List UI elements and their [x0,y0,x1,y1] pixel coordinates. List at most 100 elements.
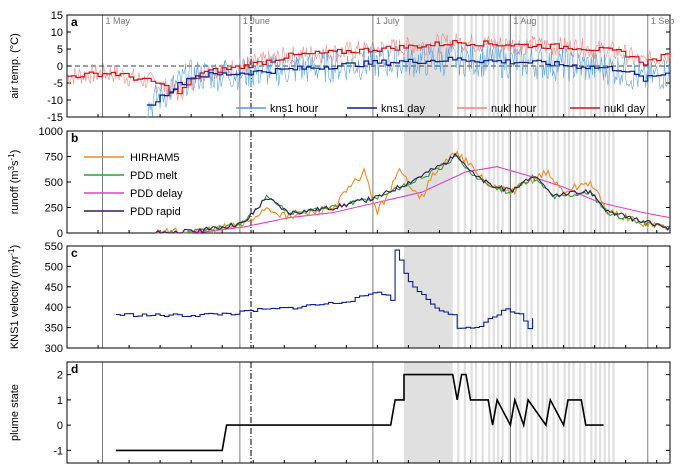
shaded-stripe [579,131,582,233]
shaded-stripe [594,131,597,233]
legend-label: kns1 day [381,103,426,115]
shaded-stripe [463,15,467,117]
legend-label: nukl day [604,103,645,115]
panel-frame [66,361,671,464]
month-label: 1 July [376,16,400,26]
panel-letter: a [71,15,78,29]
legend-label: kns1 hour [270,103,319,115]
shaded-stripe [530,246,533,348]
panel-letter: b [71,131,78,145]
shaded-stripe [501,362,504,463]
shaded-stripe [457,131,460,233]
panel-letter: c [71,246,78,260]
shaded-stripe [612,362,615,463]
shaded-stripe [556,246,560,348]
shaded-stripe [525,362,529,463]
shaded-stripe [530,131,533,233]
shaded-stripe [607,362,611,463]
shaded-stripe [463,131,467,233]
shaded-stripe [474,362,478,463]
legend-label: HIRHAM5 [130,152,180,164]
shaded-stripe [530,362,533,463]
y-tick-label: 350 [45,323,63,335]
y-tick-label: 300 [45,343,63,355]
shaded-stripe [492,362,495,463]
shaded-stripe [497,131,500,233]
shaded-stripe [488,15,491,117]
hirham5-line [155,150,671,234]
panel-letter: d [71,362,78,376]
shaded-stripe [583,362,586,463]
shaded-stripe [572,246,575,348]
y-tick-label: 0 [57,228,63,240]
shaded-stripe [463,362,467,463]
shaded-stripe [508,131,511,233]
month-label: 1 May [105,16,130,26]
shaded-stripe [583,246,586,348]
y-tick-label: 250 [45,203,63,215]
shaded-stripe [488,246,491,348]
shaded-stripe [492,246,495,348]
kns1-velocity-line [115,249,534,330]
shaded-stripe [599,362,602,463]
y-tick-label: -1 [53,445,63,457]
shaded-stripe [599,15,602,117]
y-tick-label: 400 [45,302,63,314]
shaded-stripe [457,15,460,117]
shaded-stripe [470,131,473,233]
y-tick-label: -10 [47,95,63,107]
shaded-stripe [501,246,504,348]
shaded-stripe [481,246,484,348]
y-tick-label: 550 [45,241,63,253]
y-tick-label: 15 [51,10,63,22]
shaded-stripe [474,131,478,233]
shaded-stripe [519,131,522,233]
plume-state-line [115,373,604,452]
shaded-stripe [501,131,504,233]
y-tick-label: 1000 [39,126,63,138]
shaded-stripe [568,246,571,348]
shaded-stripe [612,131,615,233]
month-label: 1 June [243,16,270,26]
shaded-stripe [556,131,560,233]
gray-shading-layer [403,15,615,463]
shaded-stripe [563,246,566,348]
shaded-stripe [481,131,484,233]
shaded-stripe [545,246,549,348]
shaded-period [403,362,453,463]
shaded-stripe [572,362,575,463]
shaded-stripe [603,362,606,463]
shaded-stripe [583,15,586,117]
month-label: 1 Aug [513,16,536,26]
legend-label: PDD rapid [130,206,181,218]
shaded-stripe [488,131,491,233]
y-tick-label: -5 [53,78,63,90]
shaded-stripe [568,362,571,463]
y-axis-title: air temp. (°C) [9,33,21,99]
shaded-stripe [552,246,555,348]
shaded-period [403,246,453,348]
shaded-stripe [579,246,582,348]
legend-label: nukl hour [491,103,537,115]
pdd_rapid-line [155,152,671,235]
legend-label: PDD melt [130,170,177,182]
shaded-stripe [519,362,522,463]
shaded-stripe [457,246,460,348]
shaded-stripe [599,246,602,348]
y-tick-label: 450 [45,282,63,294]
shaded-stripe [470,362,473,463]
shaded-stripe [536,246,540,348]
shaded-stripe [607,246,611,348]
shaded-stripe [457,362,460,463]
shaded-stripe [590,246,593,348]
shaded-stripe [470,246,473,348]
shaded-stripe [612,246,615,348]
y-tick-label: 2 [57,370,63,382]
shaded-stripe [492,131,495,233]
shaded-stripe [497,246,500,348]
shaded-stripe [514,246,518,348]
shaded-stripe [563,362,566,463]
shaded-stripe [536,15,540,117]
shaded-stripe [508,362,511,463]
shaded-stripe [552,362,555,463]
